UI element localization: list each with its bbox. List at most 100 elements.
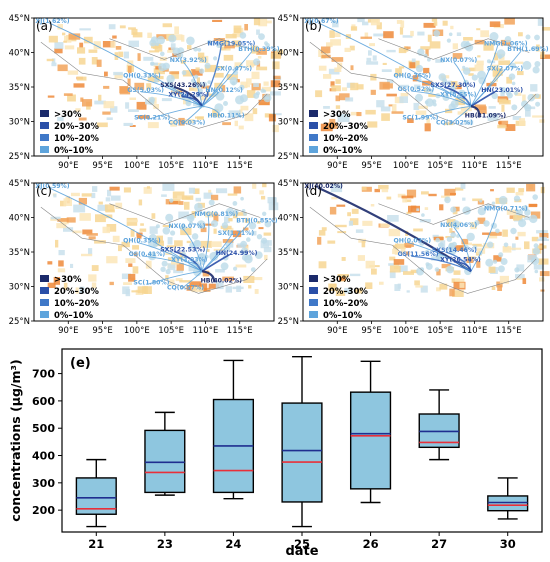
terrain-patch [169, 201, 179, 205]
terrain-patch [102, 41, 115, 48]
province-border [109, 38, 261, 60]
terrain-patch [200, 240, 212, 248]
terrain-patch [472, 198, 483, 202]
terrain-patch [182, 70, 193, 77]
terrain-patch [381, 113, 390, 121]
terrain-patch [273, 75, 281, 80]
terrain-patch [337, 231, 347, 234]
terrain-patch [204, 64, 216, 73]
terrain-spot [518, 219, 527, 228]
terrain-patch [428, 94, 436, 97]
terrain-patch [118, 245, 122, 252]
terrain-spot [497, 265, 505, 273]
terrain-patch [423, 22, 436, 28]
terrain-patch [461, 238, 469, 245]
terrain-patch [533, 264, 544, 270]
legend-swatch [40, 299, 49, 306]
terrain-patch [402, 35, 413, 38]
terrain-patch [330, 184, 343, 193]
terrain-patch [200, 227, 207, 233]
terrain-patch [514, 61, 524, 64]
terrain-spot [432, 102, 437, 107]
terrain-spot [433, 30, 441, 37]
terrain-patch [191, 69, 203, 76]
terrain-patch [102, 226, 110, 234]
terrain-patch [57, 117, 64, 122]
terrain-patch [236, 285, 242, 292]
terrain-patch [64, 35, 72, 43]
terrain-patch [134, 82, 145, 90]
region-label: HB(31.09%) [465, 112, 506, 119]
terrain-patch [147, 122, 159, 129]
terrain-spot [233, 209, 239, 215]
x-tick-label: 24 [225, 537, 241, 551]
terrain-patch [406, 290, 410, 293]
terrain-patch [445, 108, 453, 114]
terrain-patch [256, 29, 260, 35]
terrain-patch [522, 94, 526, 103]
terrain-patch [381, 188, 389, 193]
terrain-patch [105, 214, 113, 219]
trajectory-group [317, 22, 522, 125]
x-tick-label: 21 [88, 537, 104, 551]
region-label: NMG(19.05%) [208, 41, 256, 48]
terrain-patch [119, 87, 131, 95]
terrain-patch [136, 232, 143, 237]
region-label: SC(0.21%) [134, 114, 170, 121]
terrain-patch [125, 289, 131, 297]
terrain-patch [191, 211, 196, 218]
region-label: XJ(40.02%) [304, 183, 343, 190]
terrain-patch [439, 204, 444, 211]
terrain-patch [344, 287, 352, 294]
terrain-patch [125, 102, 130, 109]
terrain-spot [186, 214, 195, 222]
terrain-patch [223, 54, 234, 61]
terrain-patch [65, 196, 69, 202]
terrain-spot [213, 56, 218, 61]
terrain-patch [332, 20, 339, 28]
terrain-patch [97, 204, 108, 211]
terrain-patch [238, 125, 244, 130]
terrain-patch [422, 80, 433, 86]
terrain-patch [330, 283, 337, 291]
boxplot-chart: (e) 200 300 400 500 600 700 21 23 24 25 26 27 30 date c… [8, 348, 543, 559]
terrain-patch [335, 79, 341, 84]
terrain-spot [489, 32, 499, 41]
terrain-spot [477, 70, 486, 80]
box-body [487, 495, 529, 512]
terrain-spot [424, 249, 430, 255]
terrain-spot [201, 81, 208, 88]
terrain-spot [180, 224, 187, 231]
terrain-patch [212, 19, 223, 22]
legend-swatch [309, 146, 318, 153]
terrain-spot [171, 90, 176, 95]
terrain-patch [382, 62, 387, 65]
terrain-patch [186, 285, 196, 291]
terrain-patch [167, 263, 176, 271]
terrain-patch [237, 212, 247, 216]
terrain-patch [388, 104, 393, 107]
terrain-spot [214, 250, 220, 256]
terrain-patch [216, 113, 222, 117]
legend-swatch [40, 110, 49, 117]
lat-tick-label: 25°N [278, 152, 299, 162]
terrain-spot [500, 258, 508, 265]
terrain-patch [128, 263, 133, 267]
terrain-patch [240, 81, 248, 89]
terrain-patch [539, 233, 549, 238]
terrain-patch [477, 217, 486, 224]
terrain-patch [199, 55, 209, 63]
terrain-patch [425, 49, 429, 57]
terrain-spot [189, 242, 196, 249]
terrain-patch [137, 115, 150, 119]
terrain-patch [175, 278, 183, 282]
terrain-spot [199, 68, 205, 74]
terrain-patch [522, 278, 527, 284]
region-label: CQ(3.02%) [436, 119, 473, 126]
terrain-patch [147, 76, 160, 83]
terrain-patch [539, 277, 545, 282]
terrain-spot [451, 220, 461, 229]
terrain-spot [448, 246, 457, 255]
terrain-patch [433, 21, 438, 26]
x-axis-label: date [285, 544, 318, 559]
